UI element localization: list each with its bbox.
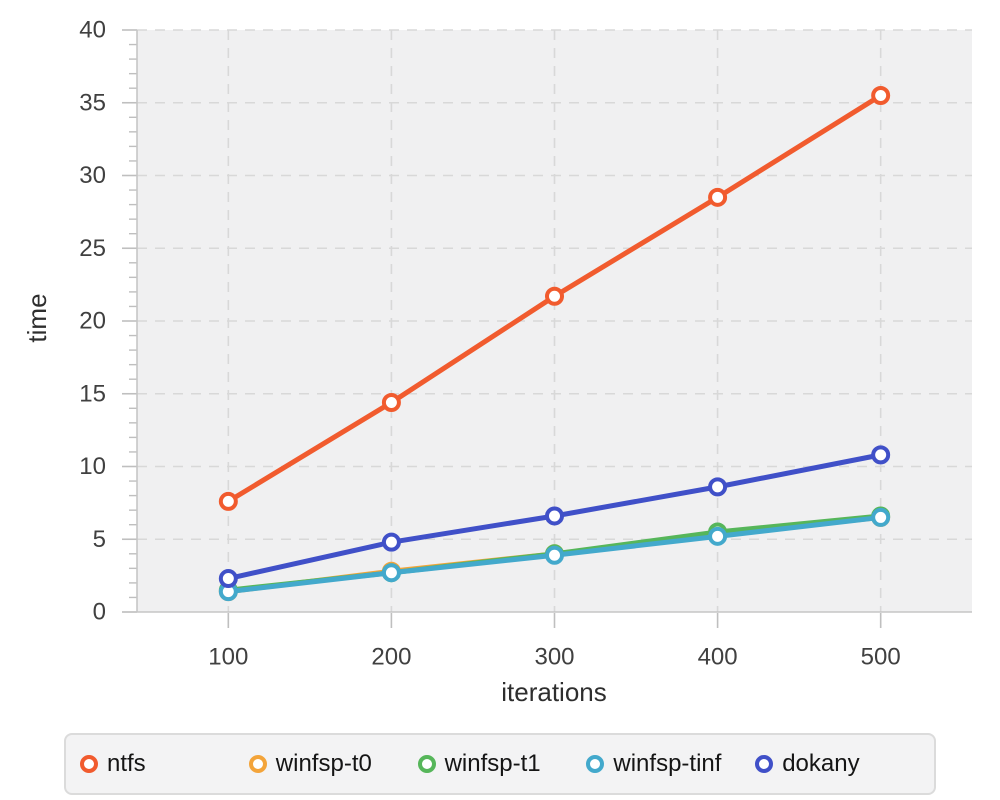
legend-marker-icon xyxy=(586,755,605,773)
marker-dokany[interactable] xyxy=(708,477,728,497)
y-tick-label: 5 xyxy=(93,526,106,553)
legend-label: winfsp-tinf xyxy=(613,750,722,777)
x-tick-label: 400 xyxy=(698,644,738,671)
legend-item-winfsp-t0[interactable]: winfsp-t0 xyxy=(248,750,418,777)
plot-area[interactable]: 0 5 10 15 20 25 30 35 40 100 200 300 400 500 time ite… xyxy=(0,0,1000,712)
y-tick-label: 40 xyxy=(79,17,106,44)
marker-dokany[interactable] xyxy=(381,532,401,552)
y-tick-label: 25 xyxy=(79,235,106,262)
legend-marker-icon xyxy=(417,755,436,773)
marker-winfsp-tinf[interactable] xyxy=(708,526,728,546)
legend-marker-icon xyxy=(755,755,774,773)
marker-dokany[interactable] xyxy=(545,506,564,526)
y-tick-label: 20 xyxy=(79,308,106,335)
y-tick-label: 0 xyxy=(93,599,106,626)
marker-ntfs[interactable] xyxy=(545,286,564,306)
x-tick-label: 500 xyxy=(861,644,901,671)
legend-item-ntfs[interactable]: ntfs xyxy=(80,752,249,776)
y-axis-title: time xyxy=(22,293,52,342)
marker-winfsp-tinf[interactable] xyxy=(871,507,891,527)
y-tick-label: 30 xyxy=(79,162,106,189)
legend-label: ntfs xyxy=(107,750,146,777)
legend-item-dokany[interactable]: dokany xyxy=(755,752,924,776)
y-tick-label: 35 xyxy=(79,89,106,116)
marker-winfsp-tinf[interactable] xyxy=(545,545,564,565)
legend-label: winfsp-t1 xyxy=(444,750,541,777)
marker-ntfs[interactable] xyxy=(871,85,891,105)
x-tick-label: 200 xyxy=(371,644,411,671)
marker-dokany[interactable] xyxy=(218,569,238,589)
x-tick-label: 100 xyxy=(208,644,248,671)
legend-item-winfsp-t1[interactable]: winfsp-t1 xyxy=(417,750,587,777)
legend-label: dokany xyxy=(782,750,860,777)
legend-marker-icon xyxy=(80,755,98,773)
legend-item-winfsp-tinf[interactable]: winfsp-tinf xyxy=(586,752,755,776)
marker-ntfs[interactable] xyxy=(381,392,401,412)
legend: ntfs winfsp-t0 winfsp-t1 winfsp-tinf dokany xyxy=(64,733,936,795)
marker-dokany[interactable] xyxy=(871,445,891,465)
legend-label: winfsp-t0 xyxy=(275,750,372,777)
y-tick-label: 15 xyxy=(79,380,106,407)
x-tick-label: 300 xyxy=(534,644,574,671)
marker-ntfs[interactable] xyxy=(708,187,728,207)
x-axis-title: iterations xyxy=(501,677,607,707)
marker-ntfs[interactable] xyxy=(218,491,238,511)
marker-winfsp-tinf[interactable] xyxy=(381,563,401,583)
y-tick-label: 10 xyxy=(79,453,106,480)
legend-marker-icon xyxy=(248,755,267,773)
